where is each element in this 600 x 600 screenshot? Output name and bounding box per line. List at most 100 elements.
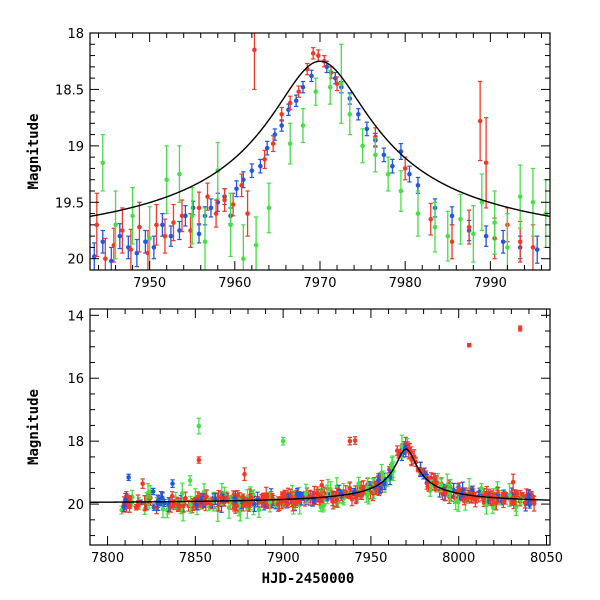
data-point-red <box>352 436 358 445</box>
data-point-blue <box>196 224 202 244</box>
top-panel-model-curve <box>90 60 550 218</box>
data-point-green <box>398 170 404 212</box>
x-tick-label: 7960 <box>218 276 251 291</box>
data-point-red <box>394 445 400 456</box>
data-point-green <box>347 93 353 136</box>
data-point-red <box>449 224 455 260</box>
data-point-blue <box>403 444 408 451</box>
data-point-red <box>334 491 340 508</box>
data-point-red <box>196 191 202 225</box>
data-point-red <box>137 201 142 253</box>
data-point-blue <box>258 158 263 174</box>
data-point-red <box>222 188 227 212</box>
x-tick-label: 8050 <box>530 551 563 566</box>
x-tick-label: 7970 <box>303 276 336 291</box>
data-point-green <box>147 206 152 270</box>
data-point-red <box>252 33 257 91</box>
top-panel-zoomed-light-curve: 7950 7960 7970 7980 7990 18 18.5 19 19.5 20 Magni… <box>26 27 551 291</box>
data-point-red <box>287 95 293 111</box>
y-tick-label: 19 <box>67 140 84 155</box>
data-point-red <box>477 80 483 162</box>
data-point-green <box>507 482 512 507</box>
data-point-green <box>188 495 193 514</box>
data-point-red <box>296 85 302 98</box>
bottom-panel-model-curve <box>90 448 550 503</box>
data-point-blue <box>123 492 128 507</box>
data-point-blue <box>500 229 506 254</box>
data-point-blue <box>398 143 404 160</box>
x-tick-label: 7900 <box>267 551 300 566</box>
y-tick-label: 18 <box>67 27 84 42</box>
bottom-panel-frame <box>89 308 551 546</box>
data-point-red <box>245 190 250 237</box>
y-tick-label: 14 <box>67 309 84 324</box>
data-point-blue <box>299 491 305 498</box>
data-point-green <box>373 137 378 173</box>
data-point-green <box>202 207 208 270</box>
data-point-red <box>285 499 291 509</box>
top-panel-ticks: 7950 7960 7970 7980 7990 18 18.5 19 19.5 20 <box>55 27 550 291</box>
data-point-green <box>313 77 319 106</box>
data-point-green <box>100 133 106 192</box>
data-point-blue <box>208 198 214 218</box>
data-point-green <box>415 190 421 237</box>
data-point-green <box>471 205 476 263</box>
data-point-red <box>330 494 336 510</box>
data-point-red <box>103 237 108 270</box>
bottom-panel-ticks: 7800 7850 7900 7950 8000 8050 14 16 18 20 <box>67 309 563 566</box>
data-point-blue <box>300 80 306 94</box>
data-point-green <box>438 478 444 493</box>
data-point-blue <box>126 473 131 482</box>
data-point-red <box>279 495 284 510</box>
top-panel-frame <box>89 32 551 271</box>
data-point-green <box>432 201 438 253</box>
data-point-red <box>500 491 506 498</box>
data-point-red <box>282 489 288 506</box>
data-point-blue <box>356 108 361 121</box>
data-point-red <box>279 106 284 122</box>
data-point-green <box>187 475 193 486</box>
data-point-green <box>266 182 272 234</box>
data-point-green <box>179 482 185 504</box>
data-point-green <box>177 145 182 203</box>
data-point-red <box>315 49 321 62</box>
data-point-red <box>171 203 176 242</box>
data-point-red <box>140 478 145 489</box>
data-point-green <box>250 489 256 499</box>
data-point-red <box>466 209 472 245</box>
y-tick-label: 18 <box>67 435 84 450</box>
bottom-panel-full-light-curve: 7800 7850 7900 7950 8000 8050 14 16 18 20 Magnitu… <box>26 308 563 587</box>
data-point-blue <box>293 94 299 107</box>
data-point-blue <box>390 158 395 174</box>
data-point-red <box>443 485 448 502</box>
data-point-red <box>235 490 240 501</box>
data-point-green <box>479 483 484 494</box>
data-point-red <box>428 202 434 236</box>
data-point-green <box>253 216 259 270</box>
data-point-green <box>287 122 293 165</box>
y-tick-label: 20 <box>67 253 84 268</box>
x-tick-label: 7850 <box>179 551 212 566</box>
data-point-blue <box>151 235 157 260</box>
data-point-green <box>130 187 135 245</box>
data-point-red <box>127 503 132 510</box>
data-point-red <box>473 492 478 508</box>
data-point-red <box>94 192 100 258</box>
data-point-green <box>385 156 391 192</box>
data-point-red <box>162 218 168 254</box>
data-point-green <box>530 167 536 237</box>
data-point-green <box>458 193 463 245</box>
data-point-red <box>520 491 525 498</box>
data-point-green <box>479 173 485 232</box>
data-point-green <box>492 190 497 255</box>
data-point-green <box>360 128 365 164</box>
data-point-red <box>319 479 325 491</box>
data-point-green <box>327 69 333 105</box>
data-point-green <box>164 145 169 215</box>
data-point-blue <box>183 205 188 227</box>
data-point-blue <box>162 498 167 508</box>
data-point-blue <box>168 225 174 247</box>
data-point-green <box>445 210 451 262</box>
data-point-green <box>228 192 233 258</box>
data-point-red <box>514 490 520 498</box>
